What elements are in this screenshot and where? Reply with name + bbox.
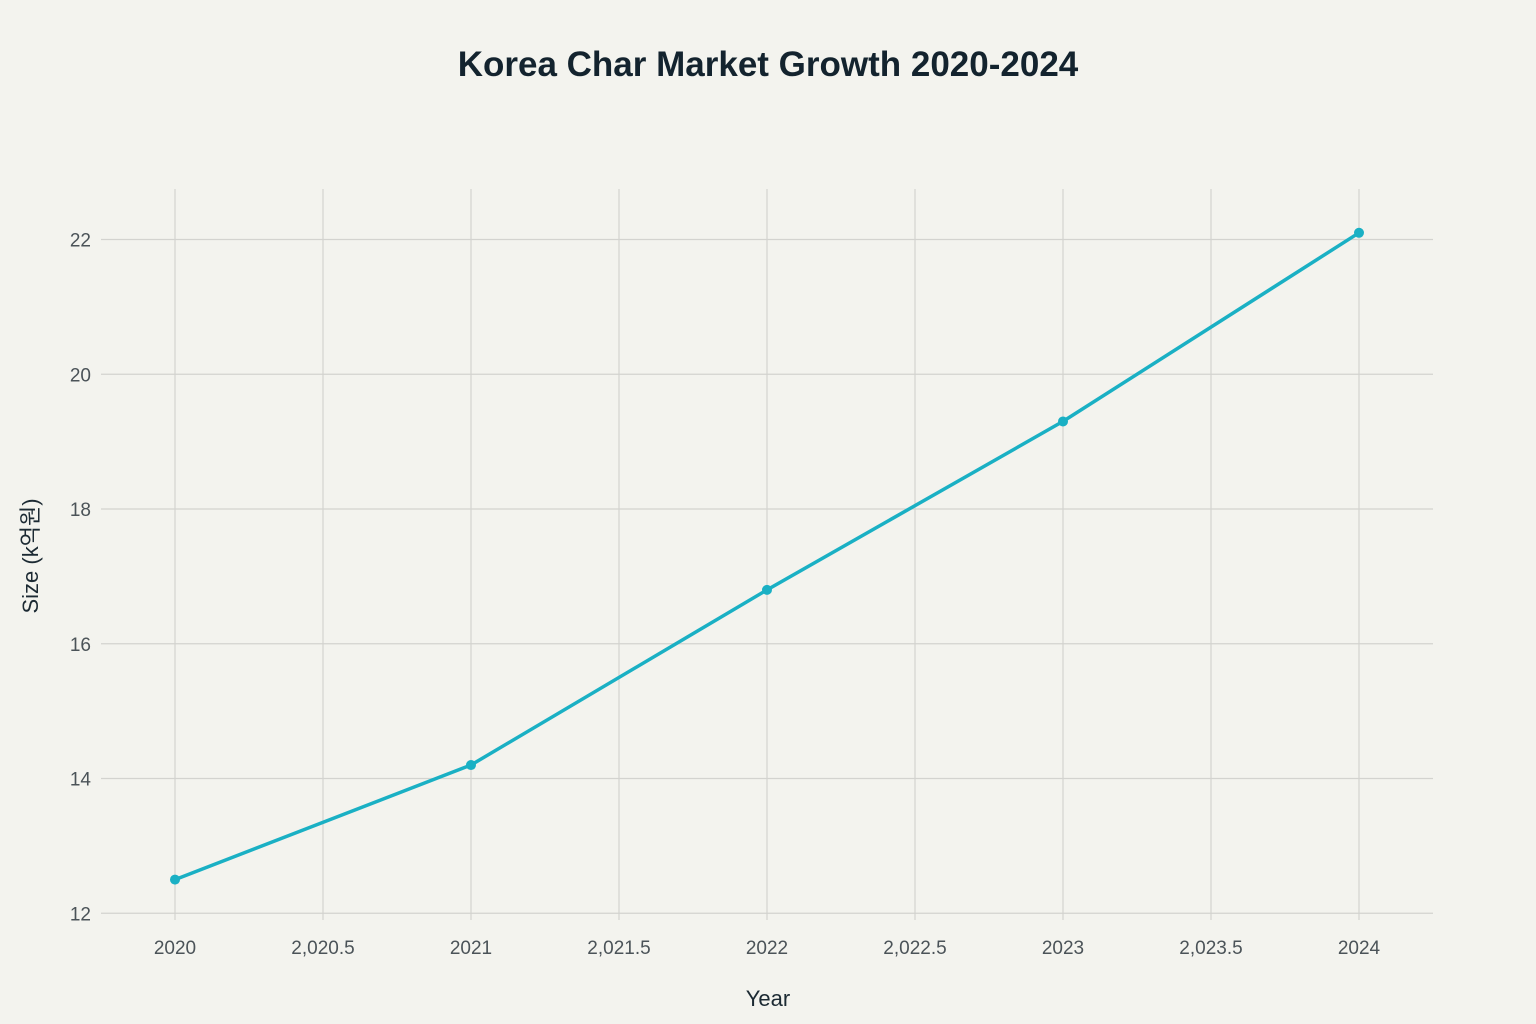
x-tick-label: 2,021.5 <box>587 938 650 959</box>
y-axis-ticks: 12 14 16 18 20 22 <box>70 231 92 926</box>
chart-title: Korea Char Market Growth 2020-2024 <box>458 45 1079 84</box>
x-tick-label: 2022 <box>746 938 788 959</box>
x-tick-label: 2023 <box>1042 938 1084 959</box>
data-point <box>466 760 476 771</box>
y-tick-label: 18 <box>70 500 91 521</box>
data-point <box>762 584 772 595</box>
y-tick-label: 12 <box>70 904 91 925</box>
data-point <box>1354 227 1364 238</box>
data-point <box>170 874 180 885</box>
x-tick-label: 2020 <box>154 938 196 959</box>
y-tick-label: 22 <box>70 231 91 252</box>
x-axis-label: Year <box>746 986 790 1011</box>
y-axis-label: Size (k억원) <box>18 498 43 613</box>
y-tick-label: 16 <box>70 635 91 656</box>
data-point <box>1058 416 1068 427</box>
x-tick-label: 2021 <box>450 938 492 959</box>
x-axis-ticks: 2020 2,020.5 2021 2,021.5 2022 2,022.5 2023 2,0… <box>154 938 1381 959</box>
x-tick-label: 2024 <box>1338 938 1381 959</box>
x-tick-label: 2,023.5 <box>1179 938 1242 959</box>
y-tick-label: 20 <box>70 365 91 386</box>
y-tick-label: 14 <box>70 770 92 791</box>
x-tick-label: 2,020.5 <box>291 938 354 959</box>
series-layer <box>170 227 1364 885</box>
x-tick-label: 2,022.5 <box>883 938 946 959</box>
grid-lines <box>101 189 1433 920</box>
